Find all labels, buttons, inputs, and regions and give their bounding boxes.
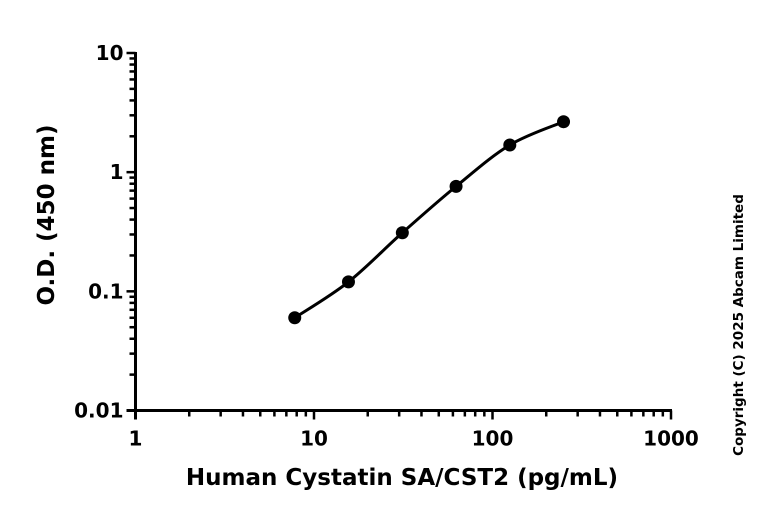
data-point-marker (288, 311, 302, 325)
axis-ticks (126, 51, 673, 420)
axis-tick-labels: 1 10 100 1000 0.01 0.1 1 10 (74, 41, 699, 451)
x-tick-label: 1000 (643, 427, 699, 451)
data-point-marker (341, 275, 355, 289)
fit-curve (293, 120, 565, 320)
data-point-marker (503, 138, 517, 152)
data-points (288, 115, 571, 325)
data-point-marker (449, 179, 463, 193)
x-tick-label: 100 (472, 427, 514, 451)
x-tick-label: 10 (300, 427, 328, 451)
x-tick-label: 1 (129, 427, 143, 451)
data-point-marker (395, 226, 409, 240)
x-axis-title: Human Cystatin SA/CST2 (pg/mL) (186, 465, 618, 491)
y-tick-label: 0.01 (74, 399, 123, 423)
y-axis-title: O.D. (450 nm) (34, 124, 60, 305)
standard-curve-line (293, 120, 565, 320)
data-point-marker (557, 115, 571, 129)
y-tick-label: 0.1 (88, 279, 123, 303)
y-tick-label: 10 (96, 41, 124, 65)
copyright-notice: Copyright (C) 2025 Abcam Limited (731, 194, 747, 456)
y-tick-label: 1 (110, 160, 124, 184)
